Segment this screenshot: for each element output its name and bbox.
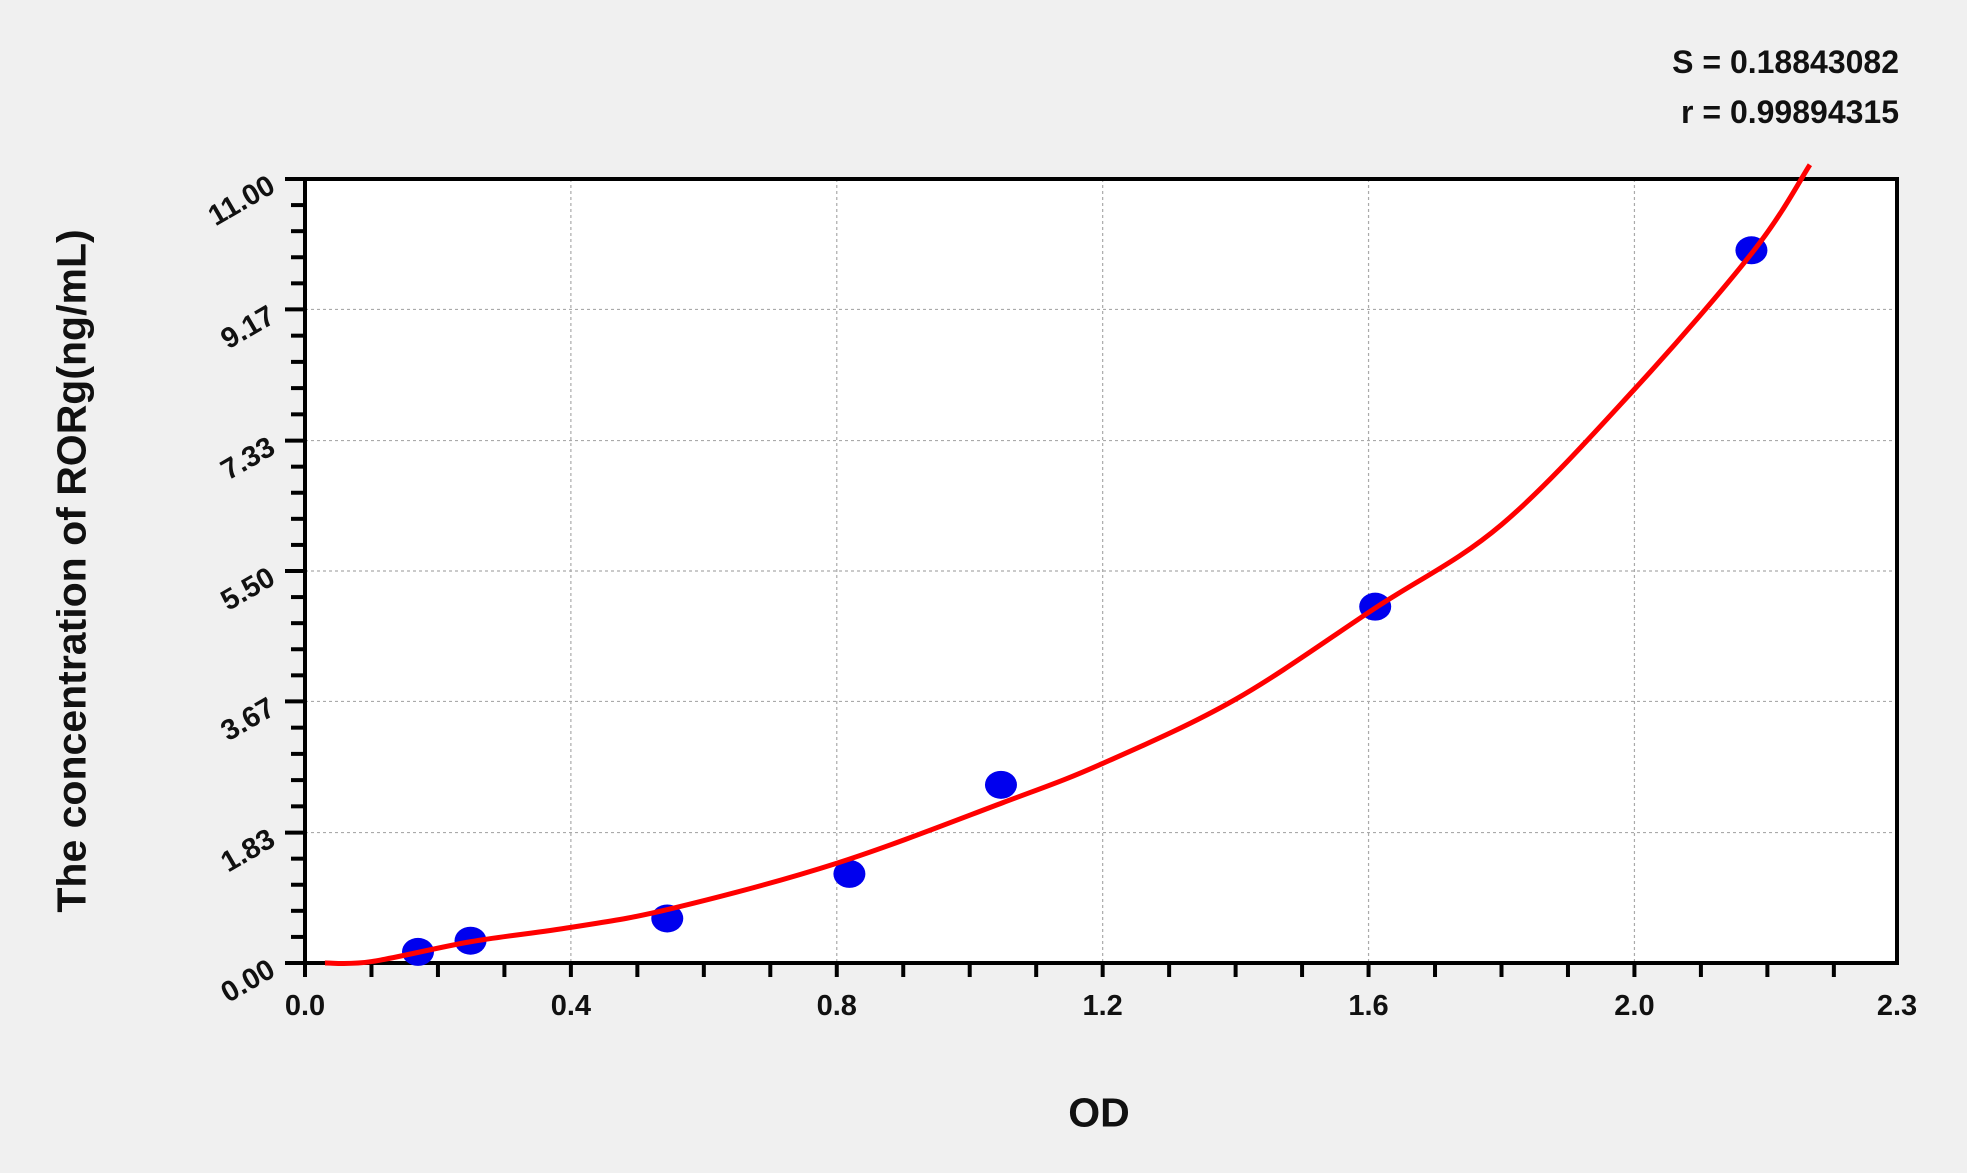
x-tick-label: 2.3 [1877,990,1917,1022]
x-tick-label: 0.8 [817,990,857,1022]
plot-frame [303,177,1899,965]
x-tick-label: 2.0 [1614,990,1654,1022]
y-tick-label: 0.00 [216,953,281,1009]
s-statistic: S = 0.18843082 [1672,44,1899,80]
y-tick-label: 1.83 [216,823,281,879]
x-tick-label: 1.2 [1082,990,1122,1022]
y-tick-label: 5.50 [216,561,281,617]
r-statistic: r = 0.99894315 [1681,94,1899,130]
data-point [833,859,866,888]
x-tick-label: 1.6 [1348,990,1388,1022]
y-tick-label: 7.33 [216,431,281,487]
x-tick-label: 0.0 [285,990,325,1022]
data-point [984,770,1017,799]
fit-curve [324,163,1813,967]
x-axis-title: OD [1068,1089,1130,1136]
y-tick-label: 11.00 [203,169,280,232]
y-tick-label: 9.17 [216,300,281,356]
y-tick-label: 3.67 [216,692,281,748]
plot-area [305,179,1897,963]
x-tick-label: 0.4 [551,990,591,1022]
